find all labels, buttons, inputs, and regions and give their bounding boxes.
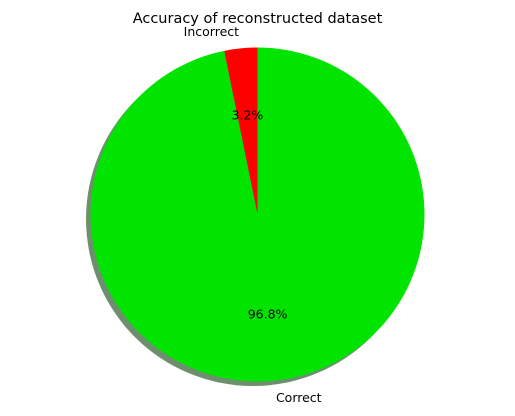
- slice-label-incorrect: Incorrect: [184, 24, 239, 39]
- pie-slice-layer: [90, 47, 425, 382]
- pie-slice-correct: [90, 47, 425, 382]
- percent-label-correct: 96.8%: [248, 307, 288, 322]
- chart-title: Accuracy of reconstructed dataset: [133, 11, 383, 27]
- pie-label-layer: Incorrect 3.2% Correct 96.8%: [184, 24, 322, 405]
- slice-label-correct: Correct: [276, 390, 322, 405]
- percent-label-incorrect: 3.2%: [232, 107, 264, 122]
- pie-slice-incorrect: [224, 47, 258, 215]
